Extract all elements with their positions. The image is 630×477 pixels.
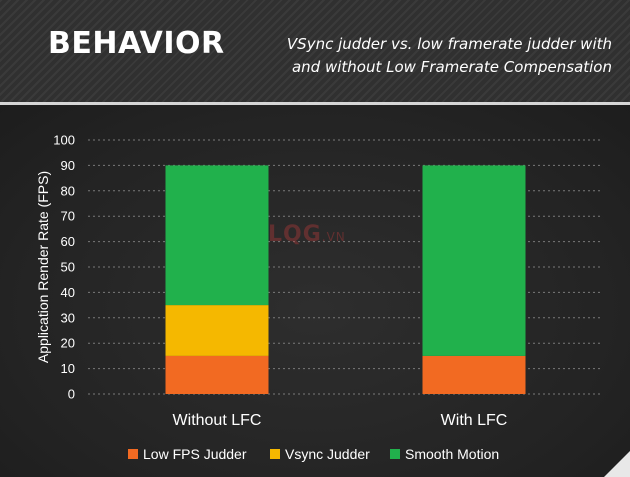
- y-tick-label: 80: [61, 183, 75, 198]
- x-category-label: Without LFC: [173, 412, 262, 429]
- legend-swatch: [390, 449, 400, 459]
- header-divider: [0, 102, 630, 105]
- y-axis-label: Application Render Rate (FPS): [35, 171, 51, 363]
- y-tick-label: 20: [61, 336, 75, 351]
- subtitle-line-2: and without Low Framerate Compensation: [291, 58, 612, 76]
- y-tick-label: 100: [53, 133, 75, 148]
- bar-segment: [165, 165, 269, 306]
- slide-subtitle: VSync judder vs. low framerate judder wi…: [262, 33, 612, 79]
- legend-label: Smooth Motion: [405, 446, 499, 462]
- y-tick-label: 0: [68, 387, 75, 402]
- legend-label: Vsync Judder: [285, 446, 370, 462]
- slide-title: BEHAVIOR: [48, 26, 225, 61]
- y-tick-label: 30: [61, 310, 75, 325]
- legend-label: Low FPS Judder: [143, 446, 247, 462]
- y-tick-label: 70: [61, 209, 75, 224]
- y-tick-label: 40: [61, 285, 75, 300]
- page-curl-corner: [604, 451, 630, 477]
- y-tick-label: 90: [61, 158, 75, 173]
- subtitle-line-1: VSync judder vs. low framerate judder wi…: [286, 35, 612, 53]
- y-tick-label: 10: [61, 361, 75, 376]
- x-category-label: With LFC: [441, 412, 508, 429]
- y-tick-label: 60: [61, 234, 75, 249]
- bar-segment: [165, 305, 269, 356]
- bar-segment: [422, 165, 526, 356]
- legend-swatch: [270, 449, 280, 459]
- y-tick-label: 50: [61, 260, 75, 275]
- legend-swatch: [128, 449, 138, 459]
- watermark-logo: LQG.VN: [268, 222, 346, 247]
- bar-segment: [422, 355, 526, 394]
- slide-header: BEHAVIOR VSync judder vs. low framerate …: [0, 0, 630, 102]
- bar-segment: [165, 355, 269, 394]
